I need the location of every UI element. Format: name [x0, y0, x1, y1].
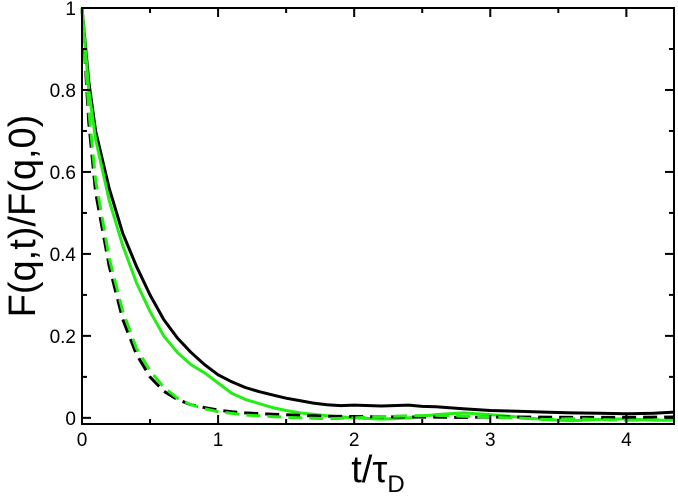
plot-frame — [81, 7, 675, 425]
x-tick-label: 3 — [485, 430, 496, 451]
series-line-3 — [80, 7, 675, 419]
tick-labels: 0 1 2 3 4 0 0.2 0.4 0.6 0.8 1 — [50, 0, 633, 451]
y-axis-title: F(q,t)/F(q,0) — [2, 115, 44, 318]
y-tick-label: 0.4 — [50, 245, 77, 266]
x-axis-title: t/τD — [351, 449, 404, 498]
x-tick-label: 4 — [621, 430, 632, 451]
plot-background — [82, 8, 674, 424]
y-tick-label: 0.2 — [50, 327, 76, 348]
x-tick-label: 2 — [349, 430, 360, 451]
series-line-2 — [80, 7, 674, 423]
x-tick-label: 0 — [77, 430, 88, 451]
series-line-4 — [80, 7, 675, 422]
series-line-1 — [80, 7, 675, 416]
x-tick-label: 1 — [213, 430, 224, 451]
y-tick-label: 0.6 — [50, 163, 76, 184]
y-tick-label: 0 — [65, 409, 76, 430]
y-tick-label: 1 — [65, 0, 76, 20]
series-layer — [80, 7, 675, 423]
y-tick-label: 0.8 — [50, 81, 76, 102]
